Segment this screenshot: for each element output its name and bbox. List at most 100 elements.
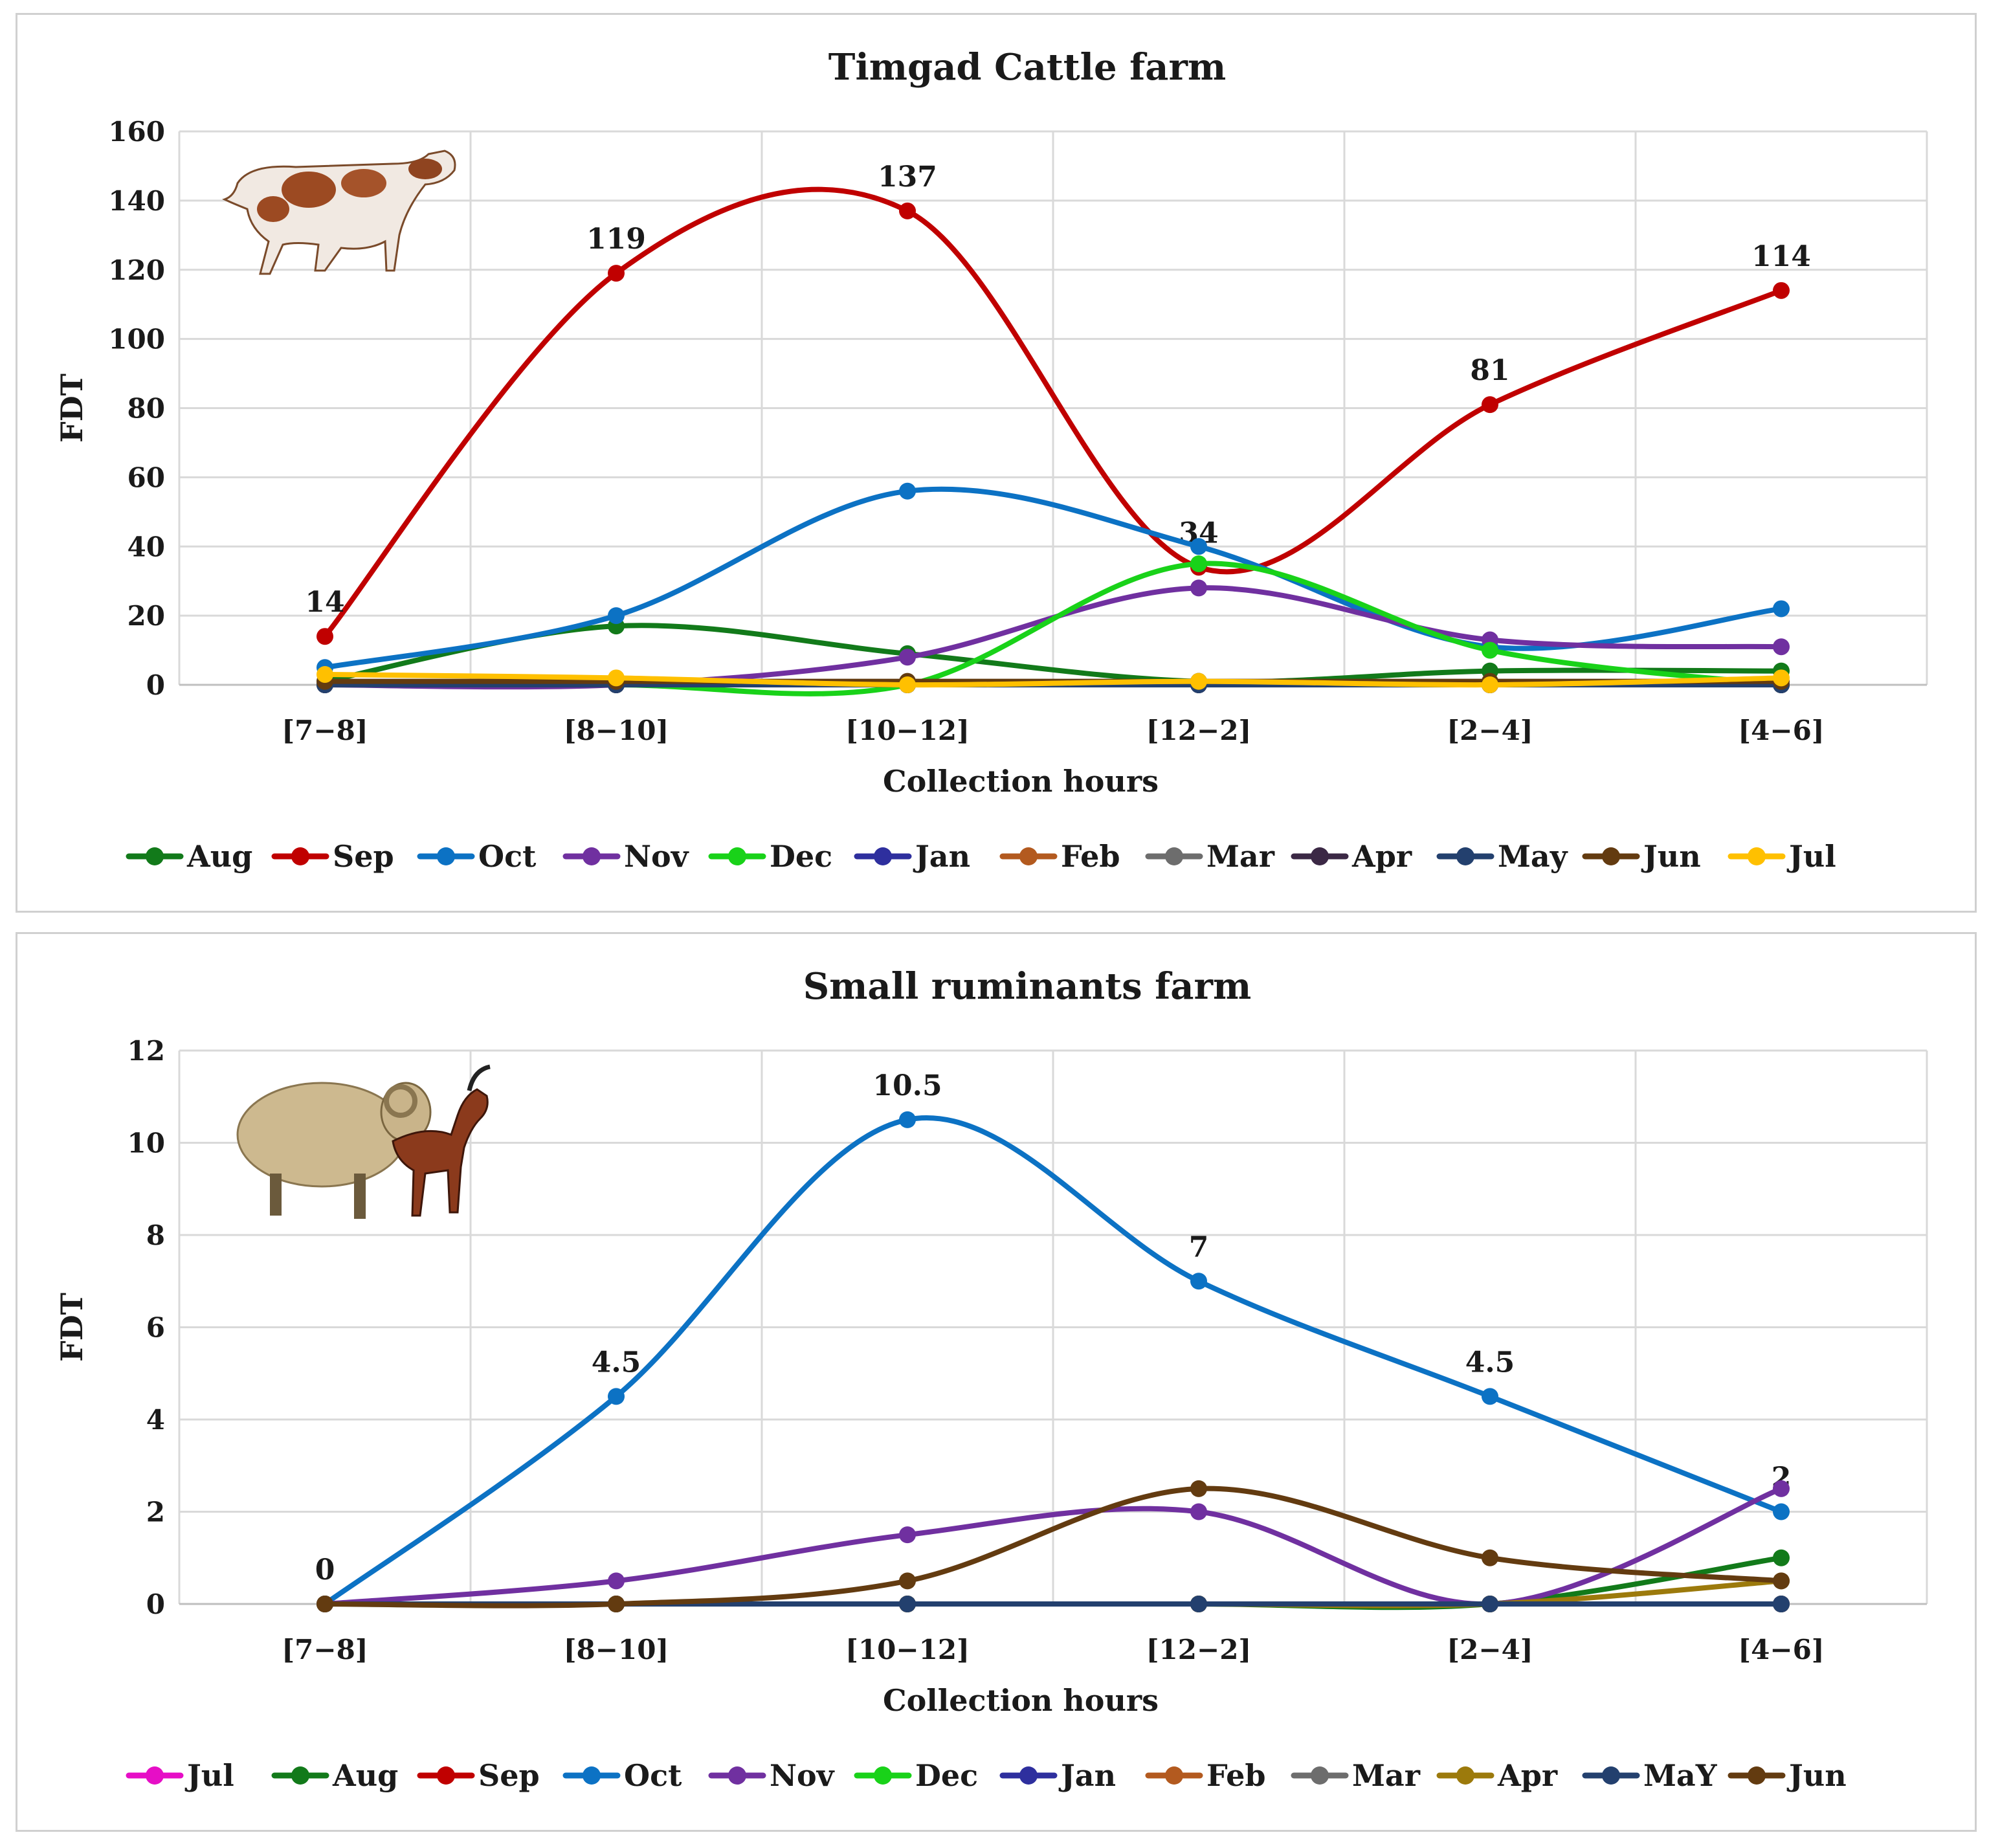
y-tick-label: 2 [146, 1497, 165, 1528]
x-tick-label: [4−6] [1738, 1634, 1824, 1665]
y-axis-label: FDT [54, 373, 89, 443]
data-point-may [1190, 1596, 1207, 1612]
x-tick-label: [2−4] [1447, 715, 1533, 746]
legend-label: Feb [1206, 1758, 1266, 1793]
data-label: 81 [1470, 354, 1509, 387]
chart-title: Small ruminants farm [803, 965, 1252, 1008]
x-tick-label: [8−10] [564, 1634, 669, 1665]
x-tick-label: [7−8] [282, 1634, 368, 1665]
data-point-dec [1190, 555, 1207, 572]
data-point-nov [1190, 1503, 1207, 1520]
legend-swatch-marker [728, 847, 746, 865]
data-point-jul [317, 665, 333, 683]
data-point-jul [1190, 673, 1207, 690]
data-point-oct [1190, 1273, 1207, 1290]
x-tick-label: [7−8] [282, 715, 368, 746]
data-point-jul [608, 669, 625, 687]
cow-spot [282, 172, 336, 208]
data-label: 7 [1189, 1230, 1209, 1264]
data-point-oct [1773, 1503, 1790, 1520]
small-ruminants-chart-panel: Small ruminants farm 0 2 4 6 8 10 12 [7−8] [8−10]… [16, 932, 1977, 1832]
y-tick-label: 40 [128, 531, 165, 562]
cow-spot [341, 169, 386, 197]
legend-swatch-marker [437, 1766, 455, 1785]
legend-label: Jan [913, 839, 970, 874]
data-point-aug [1773, 1549, 1790, 1566]
legend-label: Aug [186, 839, 252, 874]
data-point-nov [608, 1572, 625, 1590]
legend-item-aug: Aug [126, 839, 252, 874]
legend-item-sep: Sep [417, 1758, 540, 1793]
legend-label: Apr [1351, 839, 1412, 874]
legend-swatch-marker [1456, 1766, 1474, 1785]
legend-item-may: MaY [1582, 1758, 1718, 1793]
legend-label: Nov [770, 1758, 835, 1793]
legend-item-jan: Jan [854, 839, 970, 874]
data-point-jun [899, 1572, 916, 1590]
cattle-farm-chart-panel: Timgad Cattle farm 0 20 40 60 80 100 120 140 160 [… [16, 13, 1977, 913]
series-line-jul [322, 671, 1784, 688]
legend-item-feb: Feb [999, 839, 1120, 874]
series-line-sep [322, 186, 1784, 640]
legend-swatch-marker [1602, 1766, 1620, 1785]
legend-item-jul: Jul [1728, 839, 1836, 874]
sheep-and-goat-illustration [236, 1064, 491, 1219]
data-label: 114 [1751, 240, 1811, 273]
data-point-sep [317, 628, 333, 645]
legend-item-jun: Jun [1728, 1758, 1847, 1793]
data-point-jun [317, 1596, 333, 1612]
legend-swatch-marker [583, 1766, 601, 1785]
legend-swatch-marker [1456, 847, 1474, 865]
cow-illustration [222, 150, 456, 275]
legend-item-aug: Aug [271, 1758, 398, 1793]
legend-swatch-marker [291, 1766, 309, 1785]
data-point-jun [1773, 1572, 1790, 1590]
legend-swatch-marker [437, 847, 455, 865]
y-tick-label: 60 [128, 462, 165, 493]
x-tick-label: [10−12] [845, 715, 970, 746]
data-point-oct [899, 482, 916, 500]
y-tick-label: 80 [128, 393, 165, 425]
series-line-oct [322, 1115, 1784, 1607]
legend-swatch-marker [1311, 847, 1329, 865]
legend-swatch-marker [1748, 1766, 1766, 1785]
legend-swatch-marker [1165, 1766, 1183, 1785]
data-label: 14 [305, 586, 344, 619]
sheep-horn [384, 1084, 417, 1118]
data-point-oct [608, 1388, 625, 1405]
legend-swatch-marker [1311, 1766, 1329, 1785]
legend-item-apr: Apr [1436, 1758, 1558, 1793]
legend-swatch-marker [1019, 1766, 1038, 1785]
y-tick-label: 8 [146, 1219, 165, 1251]
sheep-body [236, 1082, 407, 1188]
data-point-sep [608, 265, 625, 282]
data-point-jul [1482, 676, 1498, 693]
x-tick-label: [12−2] [1146, 1634, 1252, 1665]
x-tick-label: [10−12] [845, 1634, 970, 1665]
legend-label: Aug [332, 1758, 398, 1793]
data-point-nov [1190, 579, 1207, 597]
legend-label: Jun [1786, 1758, 1847, 1793]
legend-label: Oct [478, 839, 537, 874]
y-tick-label: 4 [146, 1404, 165, 1436]
data-point-oct [1482, 1388, 1498, 1405]
data-point-sep [899, 202, 916, 219]
goat-horn [467, 1064, 491, 1091]
data-point-may [1773, 1596, 1790, 1612]
data-point-oct [608, 607, 625, 625]
legend-swatch-marker [874, 847, 892, 865]
small-ruminants-chart: Small ruminants farm 0 2 4 6 8 10 12 [7−8] [8−10]… [54, 965, 1928, 1793]
data-label: 0 [315, 1553, 335, 1586]
x-tick-label: [4−6] [1738, 715, 1824, 746]
data-label: 4.5 [592, 1346, 641, 1379]
legend-label: Mar [1352, 1758, 1421, 1793]
y-tick-label: 120 [108, 254, 165, 286]
legend-swatch-marker [1748, 847, 1766, 865]
legend-swatch-marker [146, 1766, 164, 1785]
legend-item-sep: Sep [271, 839, 394, 874]
data-point-oct [1190, 538, 1207, 555]
cow-spot [257, 196, 289, 222]
y-tick-label: 20 [128, 600, 165, 632]
data-label: 137 [878, 161, 937, 194]
x-tick-label: [8−10] [564, 715, 669, 746]
